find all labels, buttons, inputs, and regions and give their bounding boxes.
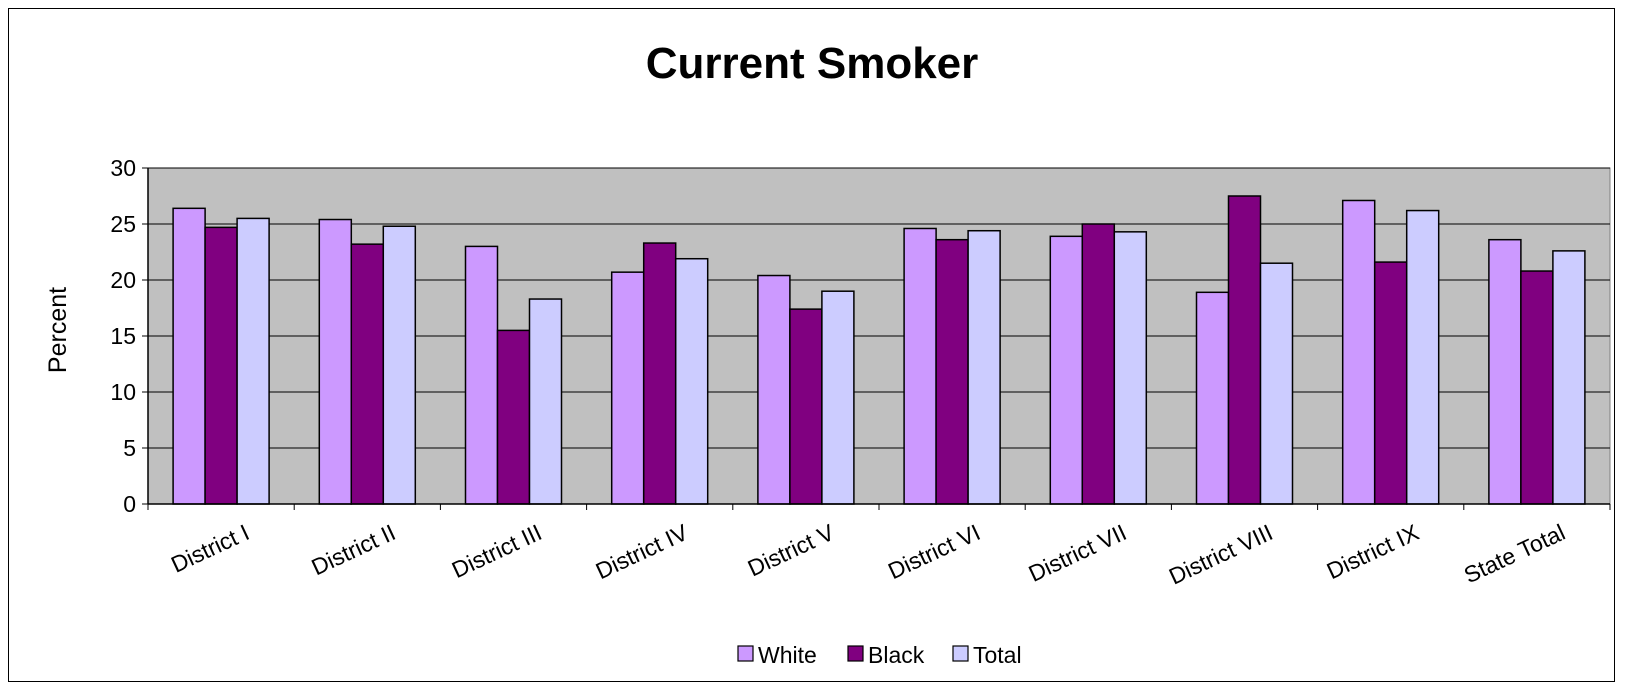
x-tick-label: District IX: [1323, 519, 1423, 584]
x-tick-label: District I: [167, 519, 253, 578]
legend: White Black Total: [737, 642, 1022, 668]
x-tick-label: District IV: [592, 519, 693, 584]
legend-label-white: White: [758, 642, 817, 668]
bar-black: [204, 226, 238, 505]
bar-total: [821, 290, 855, 505]
bar-black: [642, 242, 677, 505]
y-tick-label: 25: [110, 211, 136, 237]
bar-total: [1113, 231, 1148, 505]
bar-white: [1488, 238, 1522, 505]
bar-white: [610, 271, 645, 505]
y-tick-label: 10: [110, 379, 136, 405]
bar-black: [789, 308, 823, 505]
bar-black: [1520, 270, 1554, 505]
bar-white: [464, 245, 499, 505]
legend-swatch-white: [737, 645, 754, 662]
legend-label-total: Total: [973, 642, 1022, 668]
y-tick-label: 30: [110, 155, 136, 181]
bar-total: [236, 217, 270, 505]
x-tick-label: District VIII: [1165, 519, 1277, 590]
bar-white: [318, 218, 353, 505]
plot-area: 0 5 10 15 20 25 30 District I District II Distric…: [110, 155, 1611, 590]
bar-black: [496, 329, 531, 505]
x-tick-label: District VII: [1024, 519, 1130, 587]
bar-white: [1049, 235, 1084, 505]
bar-white: [1341, 199, 1376, 505]
legend-label-black: Black: [868, 642, 925, 668]
x-tick-label: District VI: [884, 519, 984, 584]
bar-total: [528, 298, 563, 505]
y-axis-label: Percent: [44, 287, 72, 373]
legend-swatch-total: [952, 645, 969, 662]
x-tick-label: District V: [744, 519, 839, 582]
bar-black: [935, 238, 969, 505]
legend-swatch-black: [847, 645, 864, 662]
x-tick-label: District III: [448, 519, 546, 583]
chart-title: Current Smoker: [646, 39, 979, 88]
bar-white: [757, 274, 791, 505]
bar-total: [674, 257, 709, 505]
bar-black: [1081, 223, 1116, 505]
bar-black: [1373, 261, 1408, 505]
bar-total: [1552, 250, 1586, 505]
x-tick-label: District II: [307, 519, 399, 580]
y-tick-label: 15: [110, 323, 136, 349]
y-tick-label: 20: [110, 267, 136, 293]
bar-black: [350, 243, 385, 505]
y-tick-label: 0: [123, 491, 136, 517]
bar-white: [1195, 291, 1230, 505]
bar-total: [1259, 262, 1294, 505]
bar-total: [967, 229, 1001, 505]
y-tick-label: 5: [123, 435, 136, 461]
x-tick-label: State Total: [1460, 519, 1569, 588]
bar-white: [172, 207, 206, 505]
bar-total: [1405, 209, 1440, 505]
bar-total: [382, 225, 417, 505]
bar-white: [903, 227, 937, 505]
bar-black: [1227, 195, 1262, 505]
